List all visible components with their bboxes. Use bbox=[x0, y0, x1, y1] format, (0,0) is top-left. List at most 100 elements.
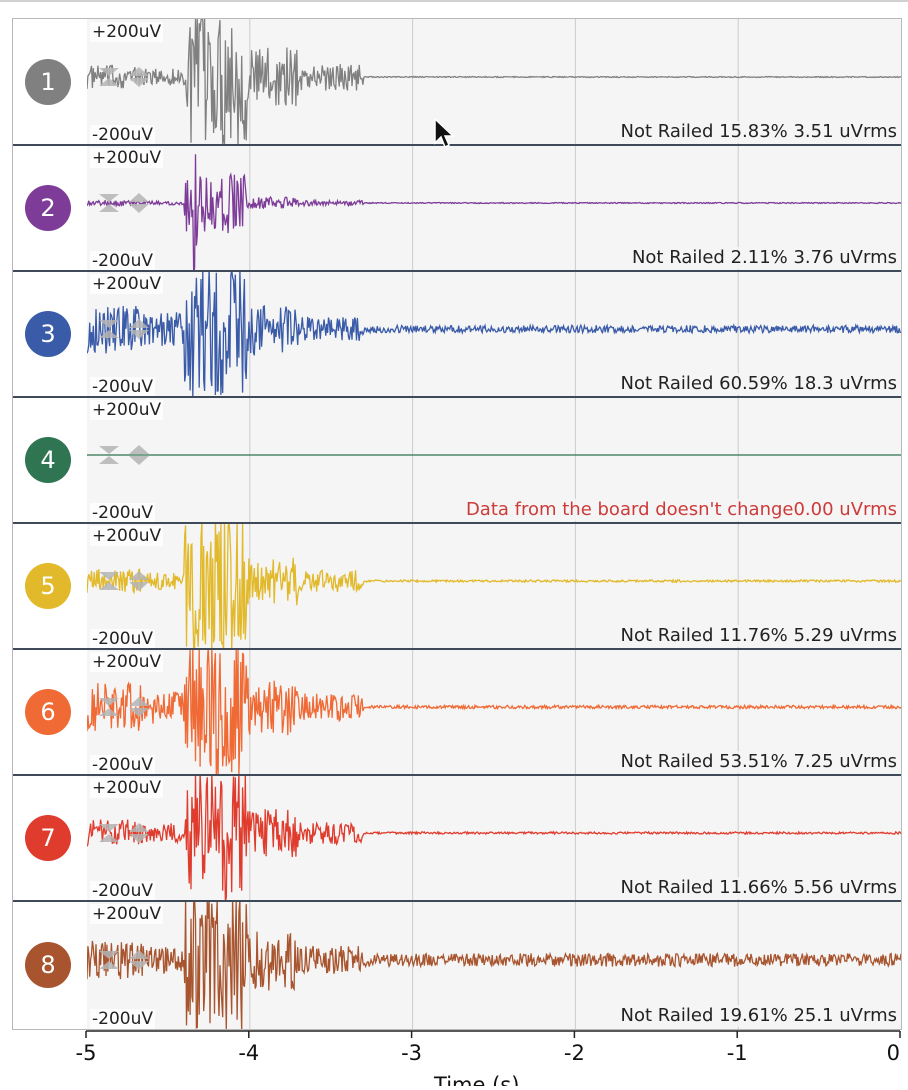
channel-signal-svg bbox=[87, 775, 901, 901]
scale-top-label: +200uV bbox=[90, 22, 164, 42]
x-axis-title: Time (s) bbox=[433, 1073, 519, 1086]
vertical-scale-collapse-icon bbox=[99, 320, 119, 338]
vertical-scale-expand-icon bbox=[129, 319, 149, 339]
vertical-scale-collapse-icon bbox=[99, 698, 119, 716]
channel-plot-6: +200uV -200uV Not Railed 53.51% 7.25 uVrms bbox=[87, 649, 901, 775]
scale-top-label: +200uV bbox=[90, 148, 164, 168]
channel-row-3: 3 +200uV -200uV Not Railed 60.59% 18.3 uVrm… bbox=[13, 270, 901, 397]
vertical-scale-expand-icon bbox=[129, 571, 149, 591]
scale-top-label: +200uV bbox=[90, 778, 164, 798]
channel-row-6: 6 +200uV -200uV Not Railed 53.51% 7.25 uVrm… bbox=[13, 648, 901, 775]
x-tick-label: -4 bbox=[238, 1041, 259, 1065]
channel-separator bbox=[13, 648, 901, 650]
vertical-scale-controls[interactable] bbox=[97, 696, 155, 718]
vertical-scale-collapse-icon bbox=[99, 951, 119, 969]
channel-plot-5: +200uV -200uV Not Railed 11.76% 5.29 uVrms bbox=[87, 523, 901, 649]
channel-row-5: 5 +200uV -200uV Not Railed 11.76% 5.29 uVrm… bbox=[13, 522, 901, 649]
channel-toggle-button-4[interactable]: 4 bbox=[25, 437, 71, 483]
channel-row-8: 8 +200uV -200uV Not Railed 19.61% 25.1 uVrm… bbox=[13, 900, 901, 1029]
channel-label-area: 6 bbox=[13, 649, 87, 775]
vertical-scale-controls[interactable] bbox=[97, 570, 155, 592]
vertical-scale-controls[interactable] bbox=[97, 66, 155, 88]
channel-status: Not Railed 60.59% 18.3 uVrms bbox=[620, 373, 897, 395]
channel-row-7: 7 +200uV -200uV Not Railed 11.66% 5.56 uVrm… bbox=[13, 774, 901, 901]
channel-separator bbox=[13, 144, 901, 146]
channel-row-4: 4 +200uV -200uV Data from the board doesn't… bbox=[13, 396, 901, 523]
scale-bottom-label: -200uV bbox=[90, 629, 155, 649]
vertical-scale-controls[interactable] bbox=[97, 318, 155, 340]
x-tick-label: -5 bbox=[76, 1041, 97, 1065]
channel-separator bbox=[13, 522, 901, 524]
vertical-scale-expand-icon bbox=[129, 950, 149, 970]
vertical-scale-controls[interactable] bbox=[97, 822, 155, 844]
x-tick-label: -3 bbox=[401, 1041, 422, 1065]
vertical-scale-collapse-icon bbox=[99, 194, 119, 212]
x-axis-svg: -5 -4 -3 -2 -1 0 Time (s) bbox=[76, 1030, 901, 1090]
vertical-scale-controls[interactable] bbox=[97, 949, 155, 971]
channel-plot-8: +200uV -200uV Not Railed 19.61% 25.1 uVrms bbox=[87, 901, 901, 1029]
signal-trace bbox=[87, 154, 901, 271]
channel-plot-4: +200uV -200uV Data from the board doesn't … bbox=[87, 397, 901, 523]
scale-bottom-label: -200uV bbox=[90, 377, 155, 397]
vertical-scale-expand-icon bbox=[129, 823, 149, 843]
channel-plot-2: +200uV -200uV Not Railed 2.11% 3.76 uVrms bbox=[87, 145, 901, 271]
channel-label-area: 4 bbox=[13, 397, 87, 523]
scale-bottom-label: -200uV bbox=[90, 881, 155, 901]
channel-status: Not Railed 19.61% 25.1 uVrms bbox=[620, 1005, 897, 1027]
channel-status: Not Railed 15.83% 3.51 uVrms bbox=[620, 121, 897, 143]
scale-top-label: +200uV bbox=[90, 274, 164, 294]
channel-status: Not Railed 53.51% 7.25 uVrms bbox=[620, 751, 897, 773]
time-series-plot: 1 +200uV -200uV Not Railed 15.83% 3.51 uVrm… bbox=[12, 18, 902, 1030]
channel-label-area: 3 bbox=[13, 271, 87, 397]
channel-status: Not Railed 11.76% 5.29 uVrms bbox=[620, 625, 897, 647]
vertical-scale-expand-icon bbox=[129, 193, 149, 213]
vertical-scale-collapse-icon bbox=[99, 572, 119, 590]
vertical-scale-collapse-icon bbox=[99, 446, 119, 464]
scale-bottom-label: -200uV bbox=[90, 125, 155, 145]
scale-top-label: +200uV bbox=[90, 400, 164, 420]
channel-separator bbox=[13, 396, 901, 398]
signal-trace bbox=[87, 523, 901, 649]
signal-trace bbox=[87, 901, 901, 1029]
vertical-scale-expand-icon bbox=[129, 67, 149, 87]
scale-bottom-label: -200uV bbox=[90, 503, 155, 523]
channel-row-2: 2 +200uV -200uV Not Railed 2.11% 3.76 uVrms bbox=[13, 144, 901, 271]
scale-top-label: +200uV bbox=[90, 904, 164, 924]
vertical-scale-collapse-icon bbox=[99, 824, 119, 842]
channel-signal-svg bbox=[87, 523, 901, 649]
channel-toggle-button-3[interactable]: 3 bbox=[25, 311, 71, 357]
channel-toggle-button-2[interactable]: 2 bbox=[25, 185, 71, 231]
channel-toggle-button-8[interactable]: 8 bbox=[25, 942, 71, 988]
signal-trace bbox=[87, 775, 901, 901]
channel-row-1: 1 +200uV -200uV Not Railed 15.83% 3.51 uVrm… bbox=[13, 19, 901, 145]
scale-bottom-label: -200uV bbox=[90, 251, 155, 271]
vertical-scale-controls[interactable] bbox=[97, 444, 155, 466]
signal-trace bbox=[87, 271, 901, 397]
channel-toggle-button-1[interactable]: 1 bbox=[25, 59, 71, 105]
channel-plot-7: +200uV -200uV Not Railed 11.66% 5.56 uVrms bbox=[87, 775, 901, 901]
channel-plot-1: +200uV -200uV Not Railed 15.83% 3.51 uVrms bbox=[87, 19, 901, 145]
channel-status: Data from the board doesn't change0.00 u… bbox=[465, 499, 897, 521]
top-border bbox=[0, 0, 908, 2]
scale-top-label: +200uV bbox=[90, 526, 164, 546]
channel-separator bbox=[13, 270, 901, 272]
channel-toggle-button-6[interactable]: 6 bbox=[25, 689, 71, 735]
x-tick-label: -1 bbox=[727, 1041, 748, 1065]
vertical-scale-collapse-icon bbox=[99, 68, 119, 86]
vertical-scale-controls[interactable] bbox=[97, 192, 155, 214]
channel-status: Not Railed 2.11% 3.76 uVrms bbox=[631, 247, 897, 269]
channel-label-area: 7 bbox=[13, 775, 87, 901]
channel-separator bbox=[13, 774, 901, 776]
vertical-scale-expand-icon bbox=[129, 445, 149, 465]
x-axis: -5 -4 -3 -2 -1 0 Time (s) bbox=[0, 1030, 908, 1090]
scale-bottom-label: -200uV bbox=[90, 1009, 155, 1029]
vertical-scale-expand-icon bbox=[129, 697, 149, 717]
mouse-pointer-icon bbox=[433, 117, 457, 152]
channel-toggle-button-7[interactable]: 7 bbox=[25, 815, 71, 861]
scale-bottom-label: -200uV bbox=[90, 755, 155, 775]
channel-status: Not Railed 11.66% 5.56 uVrms bbox=[620, 877, 897, 899]
x-tick-label: 0 bbox=[887, 1041, 900, 1065]
channel-toggle-button-5[interactable]: 5 bbox=[25, 563, 71, 609]
channel-label-area: 1 bbox=[13, 19, 87, 145]
channel-separator bbox=[13, 900, 901, 902]
